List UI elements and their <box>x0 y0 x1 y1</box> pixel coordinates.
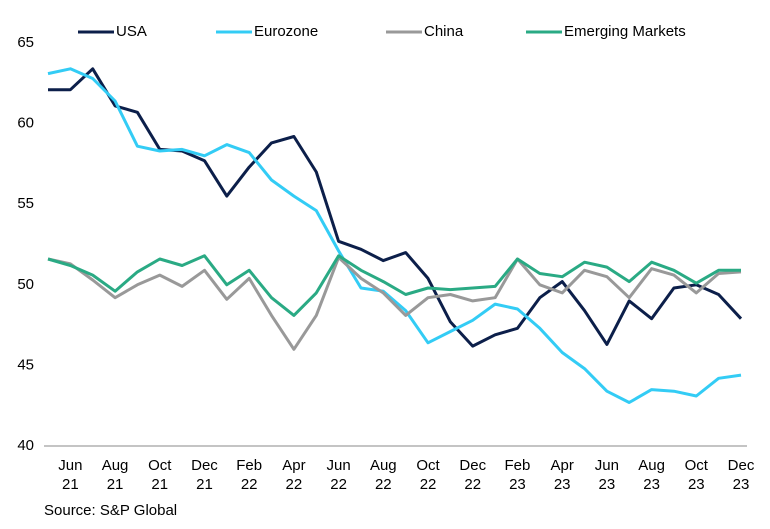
y-tick-label: 65 <box>17 34 34 51</box>
y-tick-label: 40 <box>17 437 34 454</box>
series-line <box>47 67 742 404</box>
legend-label: Eurozone <box>254 23 318 40</box>
legend-label: USA <box>116 23 147 40</box>
legend-label: Emerging Markets <box>564 23 686 40</box>
x-tick-label: Jun 22 <box>326 457 351 493</box>
x-tick-label: Oct 23 <box>684 457 708 493</box>
series-line <box>47 255 742 351</box>
x-tick-label: Aug 23 <box>638 457 665 493</box>
x-tick-label: Dec 21 <box>191 457 218 493</box>
x-tick-label: Feb 23 <box>504 457 531 493</box>
source-note: Source: S&P Global <box>44 502 178 519</box>
series-line <box>47 254 741 317</box>
legend-label: China <box>424 23 464 40</box>
y-tick-label: 60 <box>17 115 34 132</box>
x-tick-label: Oct 22 <box>416 457 440 493</box>
x-tick-label: Dec 23 <box>727 457 755 493</box>
x-tick-label: Aug 22 <box>369 457 397 493</box>
x-tick-label: Feb 22 <box>236 457 263 493</box>
x-tick-label: Apr 22 <box>282 457 306 493</box>
y-tick-label: 55 <box>17 195 34 212</box>
x-tick-label: Apr 23 <box>550 457 574 493</box>
x-tick-label: Aug 21 <box>101 457 129 493</box>
x-tick-label: Dec 22 <box>459 457 487 493</box>
y-tick-label: 50 <box>17 276 34 293</box>
x-tick-label: Jun 23 <box>594 457 619 493</box>
y-tick-label: 45 <box>17 356 34 373</box>
x-tick-label: Jun 21 <box>58 457 83 493</box>
x-tick-label: Oct 21 <box>148 457 172 493</box>
